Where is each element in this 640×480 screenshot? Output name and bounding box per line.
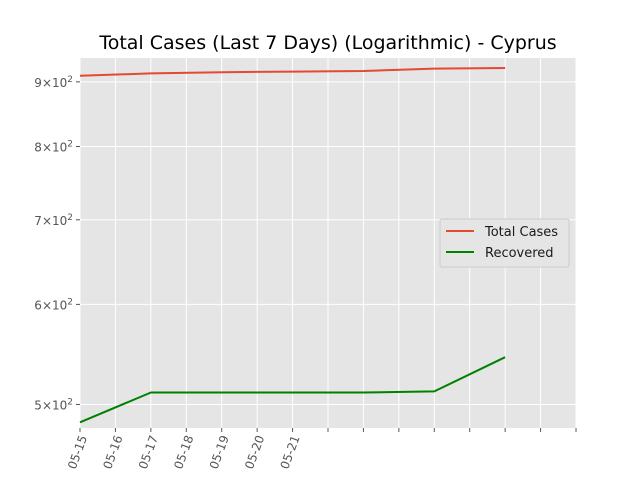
y-tick-base: 6: [34, 298, 42, 312]
series-line-recovered: [79, 356, 506, 424]
chart-title: Total Cases (Last 7 Days) (Logarithmic) …: [98, 32, 556, 54]
x-tick-label: 05-18: [171, 433, 196, 471]
legend-label-total-cases: Total Cases: [484, 225, 558, 240]
x-tick-label: 05-15: [65, 433, 90, 471]
x-tick-label: 05-20: [242, 433, 267, 471]
legend: Total Cases Recovered: [439, 218, 570, 268]
legend-label-recovered: Recovered: [485, 246, 554, 261]
y-tick-label: 8×102: [34, 140, 73, 155]
y-tick-base: 9: [34, 76, 42, 90]
y-axis: 5×102 6×102 7×102 8×102 9×102: [34, 75, 80, 412]
grid-lines: [79, 58, 577, 428]
x-axis: 05-15 05-16 05-17 05-18 05-19 05-20 05-21: [65, 428, 577, 471]
y-tick-exponent: 2: [67, 397, 73, 407]
y-tick-label: 6×102: [34, 297, 73, 312]
y-tick-base: 8: [34, 141, 42, 155]
y-tick-base: 5: [34, 398, 42, 412]
y-tick-exponent: 2: [67, 297, 73, 307]
y-tick-exponent: 2: [67, 75, 73, 85]
series-layer: [79, 67, 506, 424]
x-tick-label: 05-21: [278, 433, 303, 471]
y-tick-label: 9×102: [34, 75, 73, 90]
y-tick-exponent: 2: [67, 213, 73, 223]
x-tick-label: 05-16: [100, 433, 125, 471]
x-tick-label: 05-17: [136, 433, 161, 471]
y-tick-base: 7: [34, 214, 42, 228]
series-line-total-cases: [79, 67, 506, 77]
y-tick-exponent: 2: [67, 140, 73, 150]
x-tick-label: 05-19: [207, 433, 232, 471]
y-tick-label: 5×102: [34, 397, 73, 412]
y-tick-label: 7×102: [34, 213, 73, 228]
